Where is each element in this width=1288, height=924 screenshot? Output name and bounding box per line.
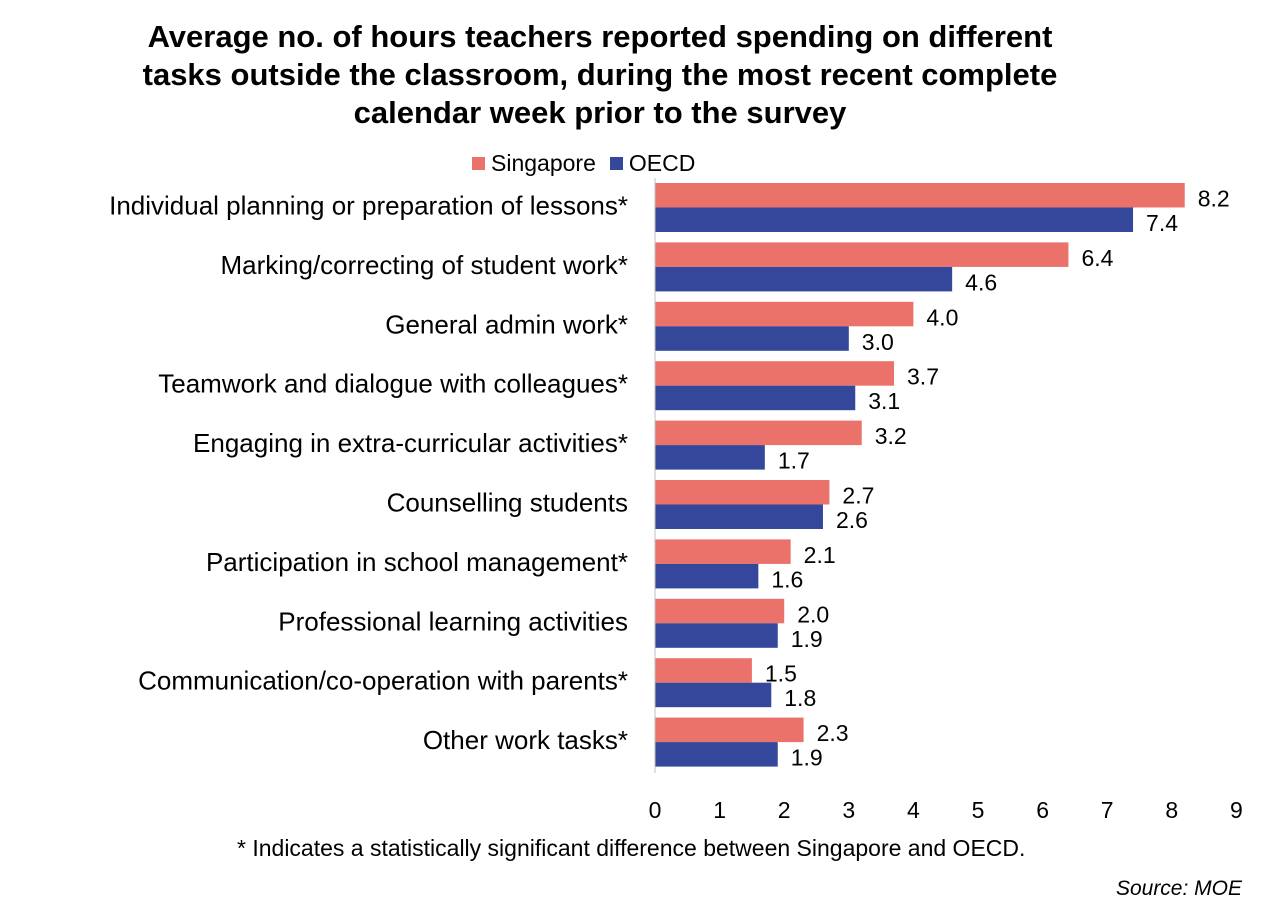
x-tick-label: 8 <box>1165 797 1178 823</box>
bar-singapore <box>655 539 791 564</box>
data-label: 1.9 <box>791 745 823 771</box>
bar-singapore <box>655 242 1069 267</box>
source-note: Source: MOE <box>1115 877 1242 900</box>
legend-label-singapore: Singapore <box>491 149 596 176</box>
bar-oecd <box>655 623 778 648</box>
bar-singapore <box>655 480 830 505</box>
data-label: 7.4 <box>1146 210 1178 236</box>
bar-oecd <box>655 504 823 529</box>
bar-oecd <box>655 385 856 411</box>
category-label: Engaging in extra-curricular activities* <box>193 428 628 458</box>
category-label: Teamwork and dialogue with colleagues* <box>158 369 628 399</box>
bar-oecd <box>655 445 765 470</box>
bar-singapore <box>655 717 804 743</box>
data-label: 2.3 <box>817 720 849 746</box>
bar-singapore <box>655 598 785 624</box>
data-label: 4.0 <box>926 304 958 330</box>
chart-title: Average no. of hours teachers reported s… <box>0 18 1200 132</box>
footnote: * Indicates a statistically significant … <box>237 835 1026 861</box>
bar-singapore <box>655 183 1185 208</box>
data-label: 2.6 <box>836 507 868 533</box>
bar-oecd <box>655 682 772 708</box>
category-label: General admin work* <box>385 309 628 339</box>
legend-item-oecd: OECD <box>609 149 696 177</box>
data-label: 3.7 <box>907 364 939 390</box>
data-label: 6.4 <box>1081 245 1113 271</box>
bar-oecd <box>655 207 1134 232</box>
data-label: 4.6 <box>965 269 997 295</box>
legend-swatch-oecd <box>609 156 623 170</box>
data-label: 1.6 <box>771 566 803 592</box>
category-label: Professional learning activities <box>278 606 628 636</box>
bar-singapore <box>655 301 914 327</box>
category-label: Other work tasks* <box>423 725 628 755</box>
chart-title-line-1: Average no. of hours teachers reported s… <box>147 19 1053 54</box>
bar-singapore <box>655 420 862 446</box>
chart-title-line-2: tasks outside the classroom, during the … <box>142 57 1058 92</box>
data-label: 3.1 <box>868 388 900 414</box>
chart-title-line-3: calendar week prior to the survey <box>353 95 847 130</box>
legend-item-singapore: Singapore <box>472 150 596 177</box>
x-tick-label: 7 <box>1101 797 1114 823</box>
category-label: Participation in school management* <box>206 547 628 577</box>
bar-singapore <box>655 361 895 386</box>
data-label: 1.5 <box>765 661 797 687</box>
data-label: 3.2 <box>875 423 907 449</box>
legend-swatch-singapore <box>472 156 485 170</box>
data-label: 2.1 <box>804 542 836 568</box>
category-label: Counselling students <box>387 488 628 518</box>
category-label: Communication/co-operation with parents* <box>138 666 628 696</box>
legend-label-oecd: OECD <box>628 149 696 176</box>
data-label: 1.9 <box>791 626 823 652</box>
bar-oecd <box>655 742 778 767</box>
x-tick-label: 4 <box>907 797 920 823</box>
data-label: 8.2 <box>1198 186 1230 212</box>
x-tick-label: 1 <box>713 797 726 823</box>
bar-singapore <box>655 658 752 683</box>
bar-oecd <box>655 266 953 292</box>
data-label: 3.0 <box>862 329 894 355</box>
bar-oecd <box>655 563 759 589</box>
data-label: 2.0 <box>797 601 829 627</box>
x-tick-label: 9 <box>1230 797 1243 823</box>
x-tick-label: 5 <box>972 797 985 823</box>
x-tick-label: 2 <box>778 797 791 823</box>
x-tick-label: 0 <box>649 797 662 823</box>
data-label: 2.7 <box>842 483 874 509</box>
category-label: Marking/correcting of student work* <box>220 250 628 280</box>
data-label: 1.8 <box>784 685 816 711</box>
bar-oecd <box>655 326 849 351</box>
data-label: 1.7 <box>778 448 810 474</box>
category-label: Individual planning or preparation of le… <box>109 191 628 221</box>
chart-legend: Singapore OECD <box>472 150 709 176</box>
x-tick-label: 6 <box>1036 797 1049 823</box>
x-tick-label: 3 <box>842 797 855 823</box>
